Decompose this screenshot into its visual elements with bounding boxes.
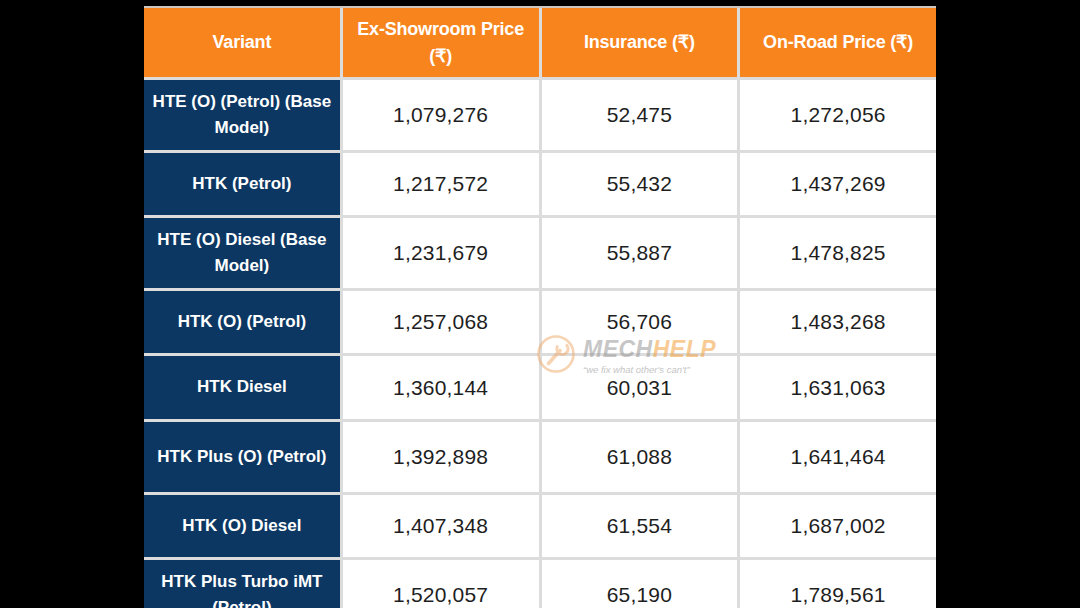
on-road-price-cell: 1,272,056: [740, 80, 936, 150]
on-road-price-cell: 1,631,063: [740, 356, 936, 419]
insurance-cell: 61,554: [542, 495, 738, 557]
variant-cell: HTK (Petrol): [144, 153, 340, 215]
ex-showroom-price-cell: 1,520,057: [343, 560, 539, 608]
ex-showroom-price-cell: 1,257,068: [343, 291, 539, 353]
variant-cell: HTK Diesel: [144, 356, 340, 419]
ex-showroom-price-cell: 1,360,144: [343, 356, 539, 419]
on-road-price-cell: 1,437,269: [740, 153, 936, 215]
on-road-price-cell: 1,483,268: [740, 291, 936, 353]
on-road-price-cell: 1,641,464: [740, 422, 936, 492]
on-road-price-cell: 1,789,561: [740, 560, 936, 608]
variant-price-table: Variant Ex-Showroom Price (₹) Insurance …: [144, 6, 936, 608]
column-header-on-road-price: On-Road Price (₹): [740, 8, 936, 77]
insurance-cell: 60,031: [542, 356, 738, 419]
variant-cell: HTK Plus (O) (Petrol): [144, 422, 340, 492]
variant-cell: HTE (O) (Petrol) (Base Model): [144, 80, 340, 150]
variant-cell: HTK Plus Turbo iMT (Petrol): [144, 560, 340, 608]
insurance-cell: 61,088: [542, 422, 738, 492]
insurance-cell: 55,432: [542, 153, 738, 215]
insurance-cell: 52,475: [542, 80, 738, 150]
column-header-variant: Variant: [144, 8, 340, 77]
ex-showroom-price-cell: 1,392,898: [343, 422, 539, 492]
ex-showroom-price-cell: 1,217,572: [343, 153, 539, 215]
column-header-ex-showroom-price: Ex-Showroom Price (₹): [343, 8, 539, 77]
insurance-cell: 65,190: [542, 560, 738, 608]
on-road-price-cell: 1,687,002: [740, 495, 936, 557]
insurance-cell: 56,706: [542, 291, 738, 353]
on-road-price-cell: 1,478,825: [740, 218, 936, 288]
variant-cell: HTK (O) Diesel: [144, 495, 340, 557]
column-header-insurance: Insurance (₹): [542, 8, 738, 77]
ex-showroom-price-cell: 1,079,276: [343, 80, 539, 150]
variant-cell: HTK (O) (Petrol): [144, 291, 340, 353]
insurance-cell: 55,887: [542, 218, 738, 288]
ex-showroom-price-cell: 1,231,679: [343, 218, 539, 288]
page-background: Variant Ex-Showroom Price (₹) Insurance …: [0, 0, 1080, 608]
variant-cell: HTE (O) Diesel (Base Model): [144, 218, 340, 288]
ex-showroom-price-cell: 1,407,348: [343, 495, 539, 557]
